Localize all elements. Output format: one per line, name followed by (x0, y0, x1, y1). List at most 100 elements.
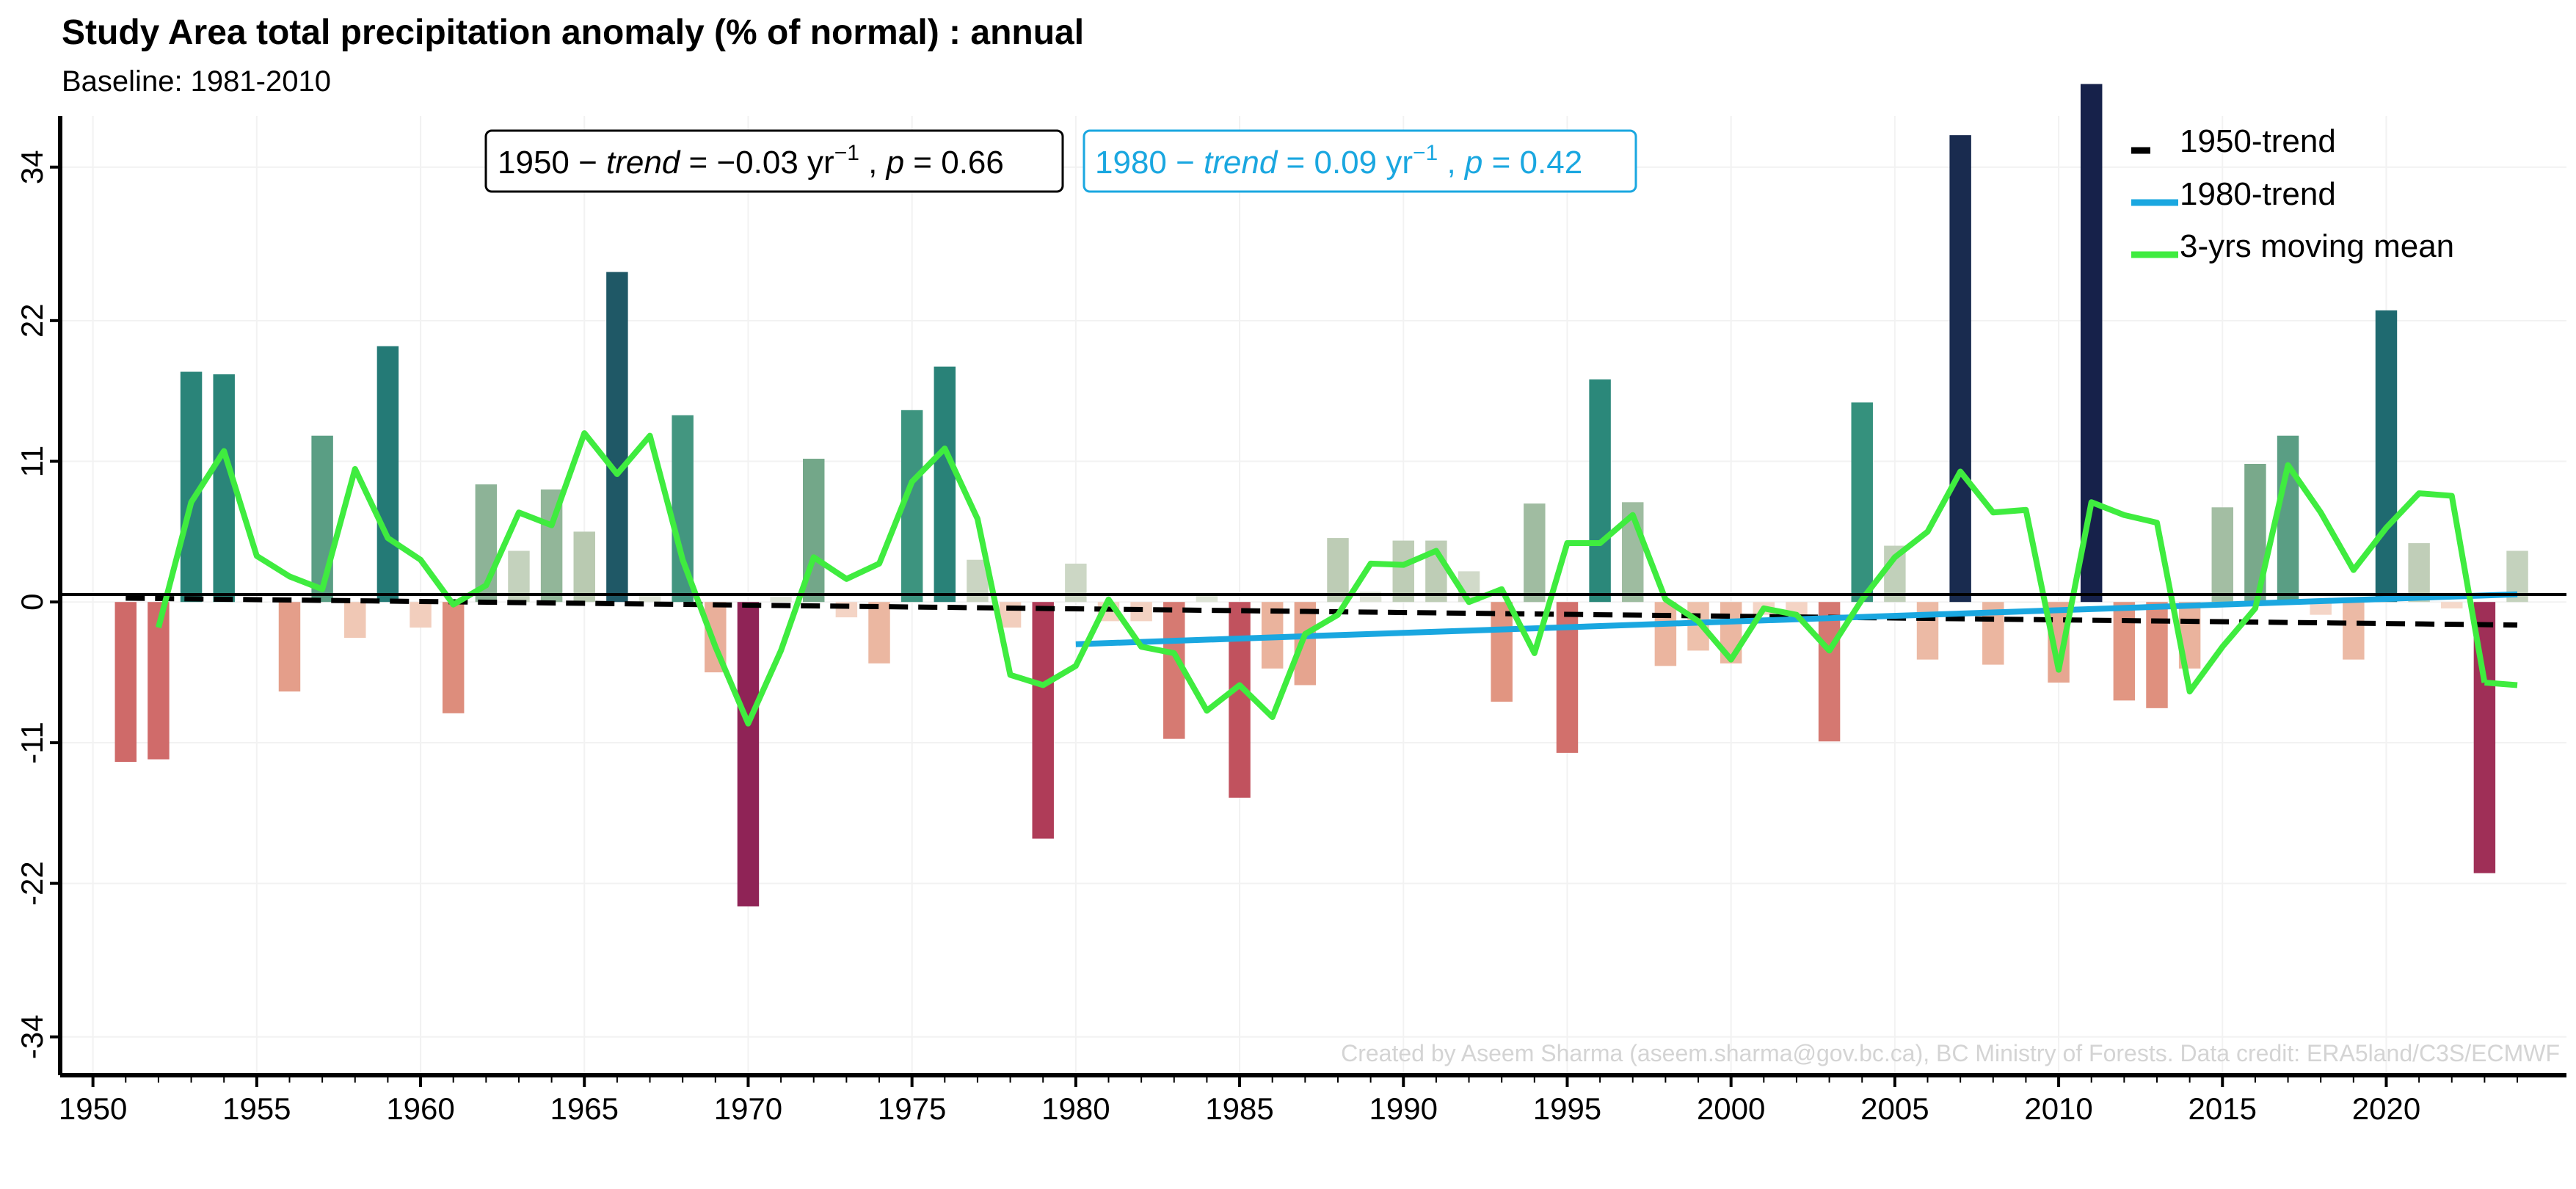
bar-2018 (2310, 602, 2332, 615)
bar-1996 (1589, 379, 1611, 603)
bar-1951 (114, 602, 137, 763)
y-tick-label-6: -34 (15, 1014, 49, 1059)
y-tick-label-5: -22 (15, 861, 49, 906)
bar-1971 (770, 597, 792, 603)
x-tick-label-5: 1975 (878, 1091, 946, 1126)
annotation-1950-slope: = −0.03 yr (680, 145, 834, 181)
y-tick-label-4: -11 (15, 721, 49, 764)
bar-1980 (1065, 563, 1087, 603)
bar-1974 (868, 602, 890, 663)
x-ticks: 1950 1955 1960 1965 1970 1975 1980 1985 1990 1995… (59, 1075, 2519, 1126)
chart-subtitle: Baseline: 1981-2010 (62, 65, 331, 98)
bar-1961 (442, 602, 465, 713)
bar-2022 (2441, 602, 2463, 608)
annotation-box-1980 (1083, 129, 1637, 193)
bar-2006 (1916, 602, 1939, 660)
x-tick-label-13: 2015 (2188, 1091, 2257, 1126)
x-tick-label-3: 1965 (550, 1091, 619, 1126)
bar-2017 (2277, 435, 2299, 603)
annotation-box-1950 (484, 129, 1064, 193)
bar-1967 (638, 595, 661, 603)
legend: 1950-trend 1980-trend 3-yrs moving mean (2131, 123, 2454, 264)
x-tick-label-2: 1960 (386, 1091, 454, 1126)
annotation-1980-trend: trend (1204, 145, 1278, 181)
x-tick-label-11: 2005 (1860, 1091, 1929, 1126)
legend-label-moving-mean: 3-yrs moving mean (2180, 228, 2454, 264)
bar-1984 (1196, 594, 1218, 603)
annotation-1980-comma: , (1438, 145, 1465, 181)
annotation-1950-comma: , (859, 145, 887, 181)
annotation-1950-trend: trend (606, 145, 681, 181)
bar-2012 (2113, 602, 2136, 701)
annotation-1950-prefix: 1950 − (498, 145, 606, 181)
y-ticks: 34 22 11 0 -11 -22 -34 (15, 150, 60, 1059)
series-line-0 (125, 595, 2518, 628)
bar-1993 (1491, 602, 1513, 702)
bar-1952 (148, 602, 170, 760)
bar-1958 (344, 602, 366, 639)
bar-2009 (2015, 602, 2037, 603)
annotation-1980-p: p (1463, 145, 1482, 181)
bar-2003 (1818, 602, 1841, 742)
bar-1954 (213, 374, 235, 603)
bar-1985 (1229, 602, 1251, 798)
x-tick-label-10: 2000 (1697, 1091, 1765, 1126)
bar-2021 (2408, 543, 2430, 603)
x-tick-label-7: 1985 (1205, 1091, 1273, 1126)
svg-text:1950 − trend = −0.03 yr−1 , p: 1950 − trend = −0.03 yr−1 , p = 0.66 (498, 141, 1004, 181)
data-credit: Created by Aseem Sharma (aseem.sharma@go… (1341, 1040, 2560, 1066)
y-tick-label-2: 11 (15, 446, 49, 478)
trend-annotation-1980: 1980 − trend = 0.09 yr−1 , p = 0.42 (1083, 129, 1637, 193)
bar-1990 (1392, 540, 1414, 603)
bar-1976 (934, 366, 956, 603)
bar-2019 (2343, 602, 2365, 660)
bar-1965 (573, 531, 595, 603)
bar-1966 (606, 272, 628, 603)
y-tick-label-1: 22 (15, 303, 49, 338)
x-tick-label-4: 1970 (714, 1091, 782, 1126)
bar-2011 (2080, 84, 2103, 603)
bar-1988 (1327, 538, 1349, 603)
annotation-1980-prefix: 1980 − (1095, 145, 1204, 181)
bar-1957 (311, 435, 333, 603)
bar-2015 (2211, 507, 2234, 603)
bar-1994 (1524, 503, 1546, 603)
bar-1998 (1654, 602, 1677, 666)
bar-2013 (2146, 602, 2168, 708)
svg-text:1980 − trend = 0.09 yr−1 , p =: 1980 − trend = 0.09 yr−1 , p = 0.42 (1095, 141, 1582, 181)
annotation-1980-exponent: −1 (1413, 141, 1438, 165)
x-tick-label-6: 1980 (1041, 1091, 1110, 1126)
trend-annotation-1950: 1950 − trend = −0.03 yr−1 , p = 0.66 (484, 129, 1064, 193)
series-line-3 (2484, 680, 2518, 688)
legend-label-1980-trend: 1980-trend (2180, 176, 2336, 212)
chart-title: Study Area total precipitation anomaly (… (62, 13, 1084, 52)
line-series (125, 430, 2518, 727)
legend-label-1950-trend: 1950-trend (2180, 123, 2336, 159)
annotation-1980-pvalue: = 0.42 (1482, 145, 1582, 181)
bar-1960 (410, 602, 432, 628)
x-tick-label-14: 2020 (2352, 1091, 2420, 1126)
x-tick-label-9: 1995 (1533, 1091, 1601, 1126)
x-tick-label-12: 2010 (2024, 1091, 2092, 1126)
bar-2007 (1949, 135, 1971, 603)
annotation-1950-p: p (885, 145, 904, 181)
series-line-1 (1075, 591, 2518, 647)
bar-2004 (1851, 402, 1873, 603)
axes (58, 116, 2566, 1077)
bar-1959 (376, 346, 399, 603)
annotation-1980-slope: = 0.09 yr (1277, 145, 1413, 181)
bar-1956 (278, 602, 301, 692)
y-tick-label-0: 34 (15, 150, 49, 184)
bar-1987 (1294, 602, 1317, 686)
x-tick-label-1: 1955 (222, 1091, 291, 1126)
x-tick-label-8: 1990 (1369, 1091, 1438, 1126)
series-line-2 (156, 430, 2488, 727)
y-tick-label-3: 0 (15, 594, 49, 611)
bar-1979 (1032, 602, 1054, 839)
x-tick-label-0: 1950 (59, 1091, 127, 1126)
bar-2020 (2375, 310, 2398, 603)
annotation-1950-exponent: −1 (834, 141, 859, 165)
bar-1970 (737, 602, 760, 906)
annotation-1950-pvalue: = 0.66 (904, 145, 1004, 181)
